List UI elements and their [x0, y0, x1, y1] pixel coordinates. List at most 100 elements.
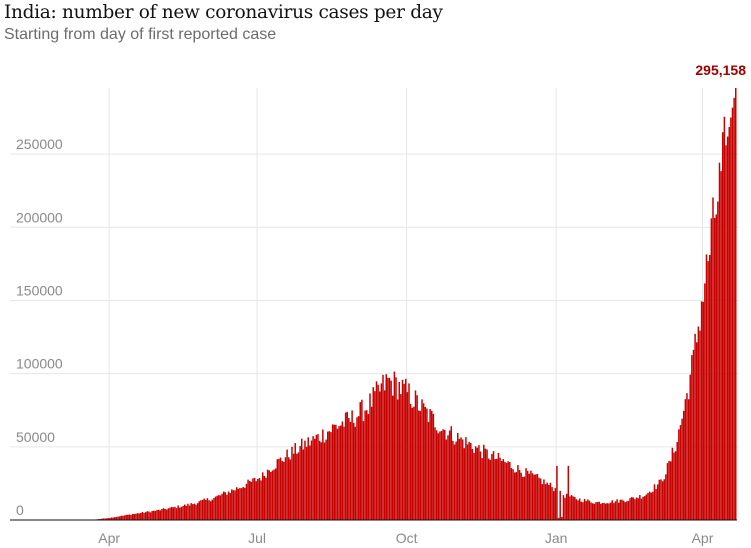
- bar: [517, 465, 519, 520]
- bar: [183, 504, 186, 520]
- bar: [289, 459, 292, 520]
- bar: [486, 449, 488, 520]
- bar: [582, 502, 584, 520]
- bar: [587, 499, 589, 520]
- bar: [162, 508, 165, 520]
- bar: [287, 457, 290, 520]
- bar: [539, 478, 542, 520]
- bar: [687, 399, 690, 520]
- bar: [102, 518, 105, 520]
- bar: [271, 470, 274, 520]
- bar: [444, 429, 446, 520]
- bar: [682, 410, 685, 520]
- bar: [135, 513, 137, 520]
- bar: [608, 503, 610, 520]
- bar: [260, 480, 262, 520]
- bar: [548, 484, 550, 520]
- bar: [530, 470, 532, 520]
- y-tick-label: 200000: [16, 209, 63, 225]
- bar: [300, 438, 303, 520]
- bar: [432, 413, 435, 520]
- bar: [305, 446, 308, 520]
- bar: [725, 145, 727, 520]
- bar: [374, 391, 376, 520]
- y-tick-label: 100000: [16, 356, 63, 372]
- bar: [520, 472, 522, 520]
- bar: [574, 496, 576, 520]
- bar: [263, 475, 266, 520]
- bar: [668, 460, 670, 520]
- bar: [268, 470, 270, 520]
- bar: [266, 469, 269, 520]
- bar: [383, 390, 386, 520]
- bar: [148, 511, 150, 520]
- bar: [379, 391, 381, 520]
- bar: [406, 392, 409, 520]
- bar: [190, 503, 192, 520]
- bar: [352, 422, 355, 520]
- bar: [525, 468, 527, 520]
- bar: [648, 491, 651, 520]
- bar: [504, 461, 506, 520]
- bar: [180, 506, 183, 520]
- bar: [372, 387, 374, 520]
- bar: [385, 374, 387, 520]
- bar: [276, 459, 279, 520]
- bar: [317, 434, 319, 520]
- bar: [479, 451, 482, 520]
- bar: [707, 261, 709, 520]
- bar: [518, 470, 521, 520]
- bar: [322, 429, 324, 520]
- bar: [531, 473, 534, 520]
- bar: [361, 399, 363, 520]
- bar: [182, 505, 184, 520]
- bar: [297, 452, 300, 520]
- bar: [205, 499, 207, 520]
- bar: [445, 439, 448, 520]
- bar: [348, 417, 350, 520]
- bar: [318, 440, 321, 520]
- x-axis-ticks: Apr Jul Oct Jan Apr: [98, 530, 713, 546]
- bar: [154, 510, 157, 520]
- bar: [535, 474, 537, 520]
- bar: [437, 433, 440, 520]
- bar: [382, 374, 384, 520]
- bar: [140, 512, 142, 520]
- bar: [323, 442, 326, 520]
- bar: [400, 394, 402, 520]
- bar: [109, 517, 111, 520]
- bar: [577, 500, 579, 520]
- bar: [201, 499, 204, 520]
- bar: [219, 495, 222, 520]
- bar: [341, 421, 344, 520]
- x-tick-label: Apr: [692, 530, 714, 546]
- bar: [395, 377, 397, 520]
- bar: [526, 470, 529, 520]
- bar: [630, 497, 633, 520]
- bar: [227, 491, 230, 520]
- bar: [118, 516, 121, 520]
- bar: [730, 117, 732, 520]
- bar: [619, 499, 622, 520]
- bar: [500, 461, 503, 520]
- bar: [666, 463, 669, 520]
- bar: [156, 509, 158, 520]
- bar: [499, 457, 501, 520]
- bar: [507, 461, 509, 520]
- bar: [492, 451, 495, 520]
- bar: [580, 501, 583, 520]
- bar: [606, 503, 609, 520]
- bar: [153, 510, 155, 520]
- bar: [274, 468, 277, 520]
- bar: [434, 427, 436, 520]
- bar: [239, 487, 241, 520]
- bar: [460, 437, 462, 520]
- bar: [440, 430, 443, 520]
- bar: [541, 484, 544, 520]
- bar: [104, 518, 106, 520]
- bar: [392, 395, 394, 520]
- bar: [637, 498, 639, 520]
- bar: [344, 412, 347, 520]
- bar: [114, 517, 116, 520]
- bar: [261, 472, 264, 520]
